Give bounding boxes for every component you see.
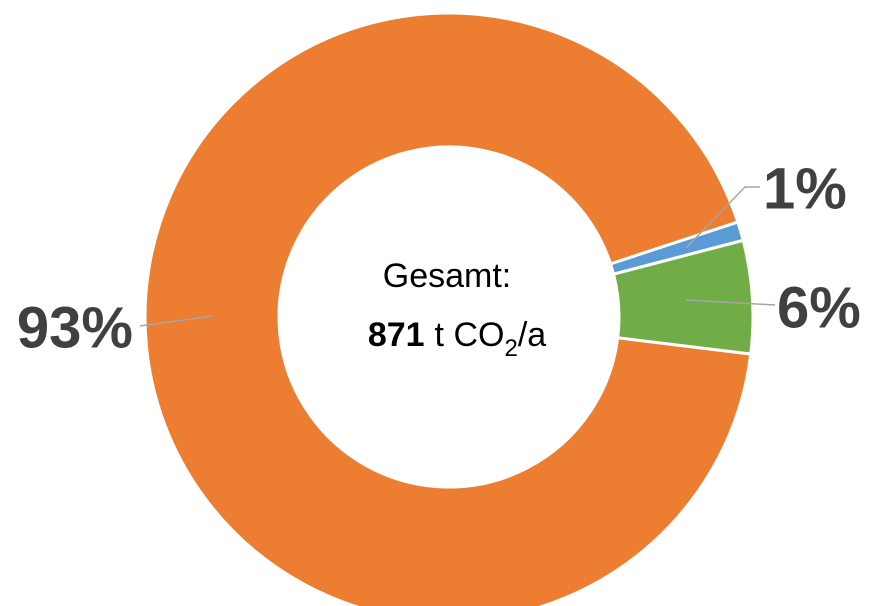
data-label: 6% — [777, 275, 861, 340]
slices — [143, 11, 755, 606]
unit: /a — [518, 316, 546, 354]
data-label: 1% — [763, 156, 847, 221]
donut-slice — [143, 11, 753, 606]
center-value: 871 t CO2/a — [368, 316, 546, 362]
leader-line — [139, 315, 214, 327]
data-label: 93% — [17, 295, 133, 360]
leader-line — [685, 186, 760, 249]
center-title: Gesamt: — [383, 257, 511, 295]
unit-subscript: 2 — [504, 335, 517, 362]
unit: t CO — [435, 316, 505, 354]
leader-line — [685, 299, 776, 306]
total-value: 871 — [368, 316, 425, 354]
donut-slice — [611, 238, 755, 356]
